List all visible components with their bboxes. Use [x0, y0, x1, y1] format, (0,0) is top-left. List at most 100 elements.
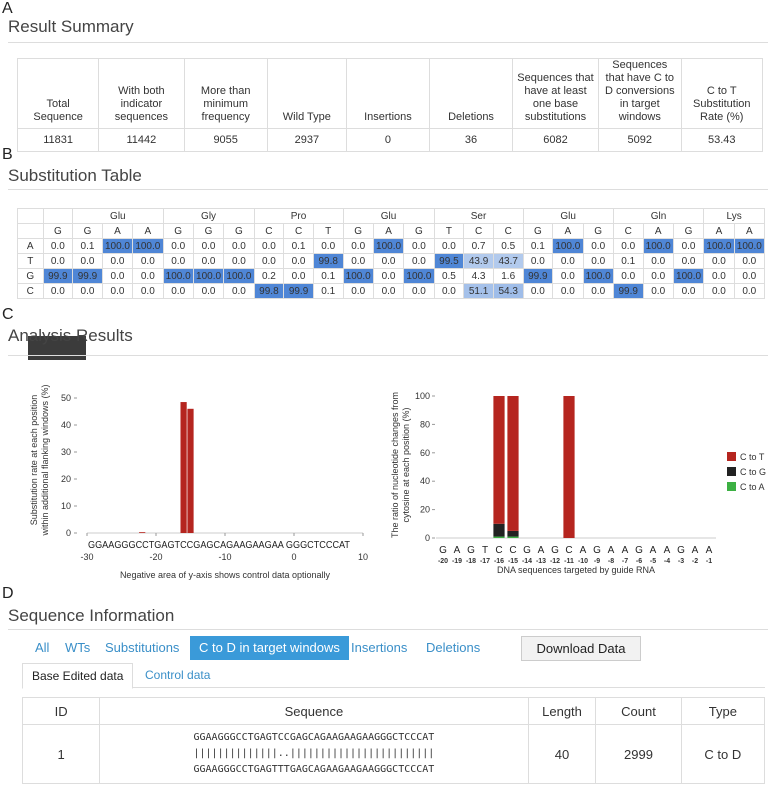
x-tick-label: A [454, 545, 461, 556]
section-title: Analysis Results [8, 326, 133, 345]
base-header: G [72, 223, 103, 239]
base-header: G [192, 223, 225, 239]
x-tick-label: C [495, 545, 502, 556]
position-label: -9 [594, 558, 600, 565]
substitution-cell: 100.0 [342, 268, 374, 284]
substitution-cell: 0.0 [433, 238, 465, 254]
tab[interactable]: WTs [65, 640, 91, 655]
substitution-cell: 0.0 [733, 268, 766, 284]
download-button[interactable]: Download Data [521, 636, 641, 661]
substitution-cell: 1.6 [492, 268, 524, 284]
base-header: G [522, 223, 554, 239]
substitution-cell: 0.0 [162, 253, 194, 269]
position-label: -14 [522, 558, 532, 565]
amino-acid: Gly [162, 208, 255, 224]
subtab[interactable]: Control data [145, 668, 211, 682]
section-title: Sequence Information [8, 606, 175, 625]
base-header: C [283, 223, 314, 239]
id-cell: 1 [21, 724, 101, 784]
tab[interactable]: C to D in target windows [190, 636, 349, 660]
header-cell: ID [21, 697, 101, 725]
substitution-cell: 0.0 [672, 238, 705, 254]
bar-segment [507, 396, 519, 531]
substitution-cell: 0.0 [72, 253, 103, 269]
x-axis-label: Negative area of y-axis shows control da… [120, 570, 331, 580]
substitution-cell: 0.0 [223, 253, 255, 269]
header-cell: Count [595, 697, 682, 725]
x-tick-label: A [608, 545, 615, 556]
position-label: -20 [438, 558, 448, 565]
x-tick-label: A [538, 545, 545, 556]
amino-acid [42, 208, 74, 224]
tab[interactable]: All [35, 640, 50, 655]
substitution-cell: 0.0 [642, 283, 674, 299]
row-base: A [17, 238, 44, 254]
divider [8, 189, 768, 190]
x-tick-label: G [593, 545, 601, 556]
legend-label: C to T [740, 452, 765, 462]
summary-table: Total Sequence With both indicator sequen… [16, 58, 764, 152]
substitution-cell: 0.0 [283, 268, 314, 284]
substitution-cell: 0.0 [42, 283, 74, 299]
x-tick-label: G [439, 545, 447, 556]
y-tick-label: 20 [420, 505, 430, 515]
substitution-cell: 99.9 [522, 268, 554, 284]
substitution-cell: 54.3 [492, 283, 524, 299]
base-header: T [312, 223, 344, 239]
x-tick-label: A [692, 545, 699, 556]
value-cell: 53.43 [680, 128, 764, 152]
data-row: 1 GGAAGGGCCTGAGTCCGAGCAGAAGAAGAAGGGCTCCCA… [21, 724, 766, 784]
substitution-cell: 0.0 [642, 253, 674, 269]
tab[interactable]: Deletions [426, 640, 481, 655]
substitution-cell: 100.0 [582, 268, 614, 284]
substitution-cell: 0.0 [582, 283, 614, 299]
base-header: A [642, 223, 674, 239]
sequence-label: GGAAGGGCCTGAGTCCGAGCAGAAGAAGAA GGGCTCCCA… [88, 540, 350, 551]
substitution-cell: 0.0 [132, 268, 164, 284]
section-title: Result Summary [8, 17, 134, 36]
header-cell: Length [527, 697, 597, 725]
substitution-cell: 0.0 [642, 268, 674, 284]
substitution-cell: 0.0 [132, 253, 164, 269]
substitution-table: Glu Gly Pro Glu Ser Glu Gln Lys G G A A G G G C C T G A G T C C… [17, 208, 766, 299]
tab[interactable]: Substitutions [105, 640, 180, 655]
position-label: -10 [578, 558, 588, 565]
position-label: -7 [622, 558, 628, 565]
value-cell: 9055 [183, 128, 268, 152]
base-header: C [492, 223, 524, 239]
bar-segment [493, 396, 505, 524]
substitution-cell: 4.3 [463, 268, 494, 284]
value-cell: 11831 [16, 128, 100, 152]
tab[interactable]: Insertions [351, 640, 408, 655]
amino-acid: Glu [72, 208, 164, 224]
y-tick-label: 40 [61, 420, 71, 430]
x-tick-label: A [622, 545, 629, 556]
position-label: -16 [494, 558, 504, 565]
position-label: -15 [508, 558, 518, 565]
y-tick-label: 60 [420, 448, 430, 458]
value-cell: 6082 [511, 128, 600, 152]
substitution-cell: 99.8 [312, 253, 344, 269]
count-cell: 2999 [595, 724, 682, 784]
substitution-cell: 43.7 [492, 253, 524, 269]
bar-segment [493, 536, 505, 538]
substitution-cell: 0.1 [283, 238, 314, 254]
substitution-cell: 0.0 [522, 283, 554, 299]
subtab[interactable]: Base Edited data [22, 663, 134, 689]
x-tick-label: A [580, 545, 587, 556]
base-header: A [101, 223, 134, 239]
base-header: A [372, 223, 405, 239]
substitution-cell: 0.5 [433, 268, 465, 284]
legend-label: C to A [740, 482, 765, 492]
x-tick-label: -10 [218, 552, 231, 562]
sequence-line: GGAAGGGCCTGAGTTTGAGCAGAAGAAGAAGGGCTCCCAT [193, 764, 435, 775]
y-tick-label: 100 [415, 391, 430, 401]
substitution-cell: 99.9 [612, 283, 644, 299]
section-label: D [2, 585, 14, 602]
y-tick-label: 20 [61, 474, 71, 484]
substitution-cell: 0.0 [733, 283, 766, 299]
substitution-cell: 0.0 [372, 253, 405, 269]
position-label: -3 [678, 558, 684, 565]
substitution-cell: 0.0 [312, 238, 344, 254]
